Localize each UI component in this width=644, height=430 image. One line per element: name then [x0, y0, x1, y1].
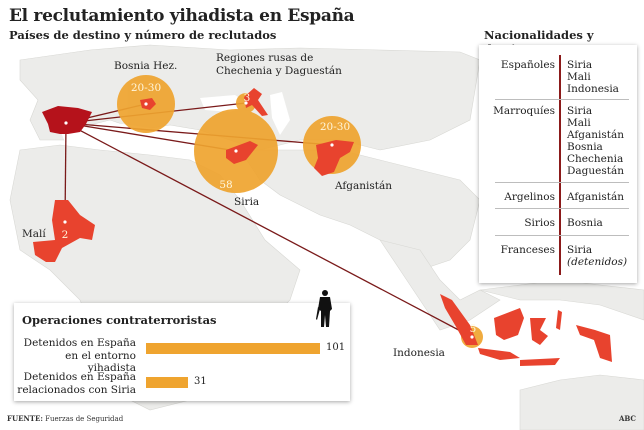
destination: Afganistán: [567, 129, 625, 141]
bubble-mali-value: 2: [61, 229, 69, 241]
bubble-chechenia-value: 3: [243, 92, 251, 104]
nationality-name: Franceses: [500, 244, 555, 256]
nationality-name: Sirios: [524, 217, 555, 229]
nationalities-divider: [559, 55, 561, 275]
destination: Mali: [567, 71, 591, 83]
label-indonesia: Indonesia: [393, 347, 445, 359]
destination: Bosnia: [567, 217, 603, 229]
destination-note: (detenidos): [567, 256, 628, 268]
nationality-name: Españoles: [500, 59, 555, 71]
footer-brand: ABC: [618, 414, 636, 423]
operations-title: Operaciones contraterroristas: [22, 313, 217, 327]
row-separator: [495, 99, 629, 100]
operations-label-1: Detenidos en España en el entorno yihadi…: [14, 337, 136, 375]
destination: Mali: [567, 117, 591, 129]
destination: Siria: [567, 244, 593, 256]
label-line: Detenidos en España: [23, 371, 136, 383]
label-russia-line2: Chechenia y Daguestán: [216, 65, 342, 77]
page-subtitle: Países de destino y número de reclutados: [9, 28, 277, 42]
label-bosnia: Bosnia Hez.: [114, 60, 178, 72]
source-text: Fuerzas de Seguridad: [42, 415, 124, 423]
bubble-siria-value: 58: [219, 179, 233, 191]
destination: Afganistán: [567, 191, 625, 203]
row-separator: [495, 208, 629, 209]
operations-label-2: Detenidos en España relacionados con Sir…: [17, 371, 136, 396]
destination: Daguestán: [567, 165, 625, 177]
bar-detenidos-siria: [146, 377, 188, 388]
nationality-name: Marroquíes: [493, 105, 555, 117]
label-line: Detenidos en España: [23, 337, 136, 349]
label-mali: Malí: [22, 228, 46, 240]
bubble-indonesia-value: 5: [469, 323, 477, 335]
label-line: relacionados con Siria: [17, 383, 136, 396]
footer-source: FUENTE: Fuerzas de Seguridad: [7, 414, 123, 423]
destination: Siria: [567, 59, 593, 71]
row-separator: [495, 235, 629, 236]
nationality-name: Argelinos: [504, 191, 555, 203]
page-title: El reclutamiento yihadista en España: [9, 6, 355, 26]
destination: Siria: [567, 105, 593, 117]
spain-shape: [42, 106, 92, 134]
row-separator: [495, 182, 629, 183]
bar-value-2: 31: [194, 376, 207, 387]
bar-detenidos-yihadista: [146, 343, 320, 354]
destination: Indonesia: [567, 83, 619, 95]
label-siria: Siria: [234, 196, 260, 208]
destination: Chechenia: [567, 153, 624, 165]
bubble-afganistan-value: 20-30: [319, 121, 351, 133]
soldier-icon: [316, 290, 332, 327]
operations-panel: Operaciones contraterroristas Detenidos …: [14, 303, 350, 401]
label-russia-line1: Regiones rusas de: [216, 52, 314, 64]
label-afganistan: Afganistán: [335, 180, 393, 192]
bar-value-1: 101: [326, 342, 346, 353]
label-line: en el entorno yihadista: [65, 349, 136, 375]
source-label: FUENTE:: [7, 414, 43, 423]
destination: Bosnia: [567, 141, 603, 153]
nationalities-panel: Españoles Siria Mali Indonesia Marroquíe…: [479, 45, 637, 283]
bubble-bosnia-value: 20-30: [130, 82, 162, 94]
